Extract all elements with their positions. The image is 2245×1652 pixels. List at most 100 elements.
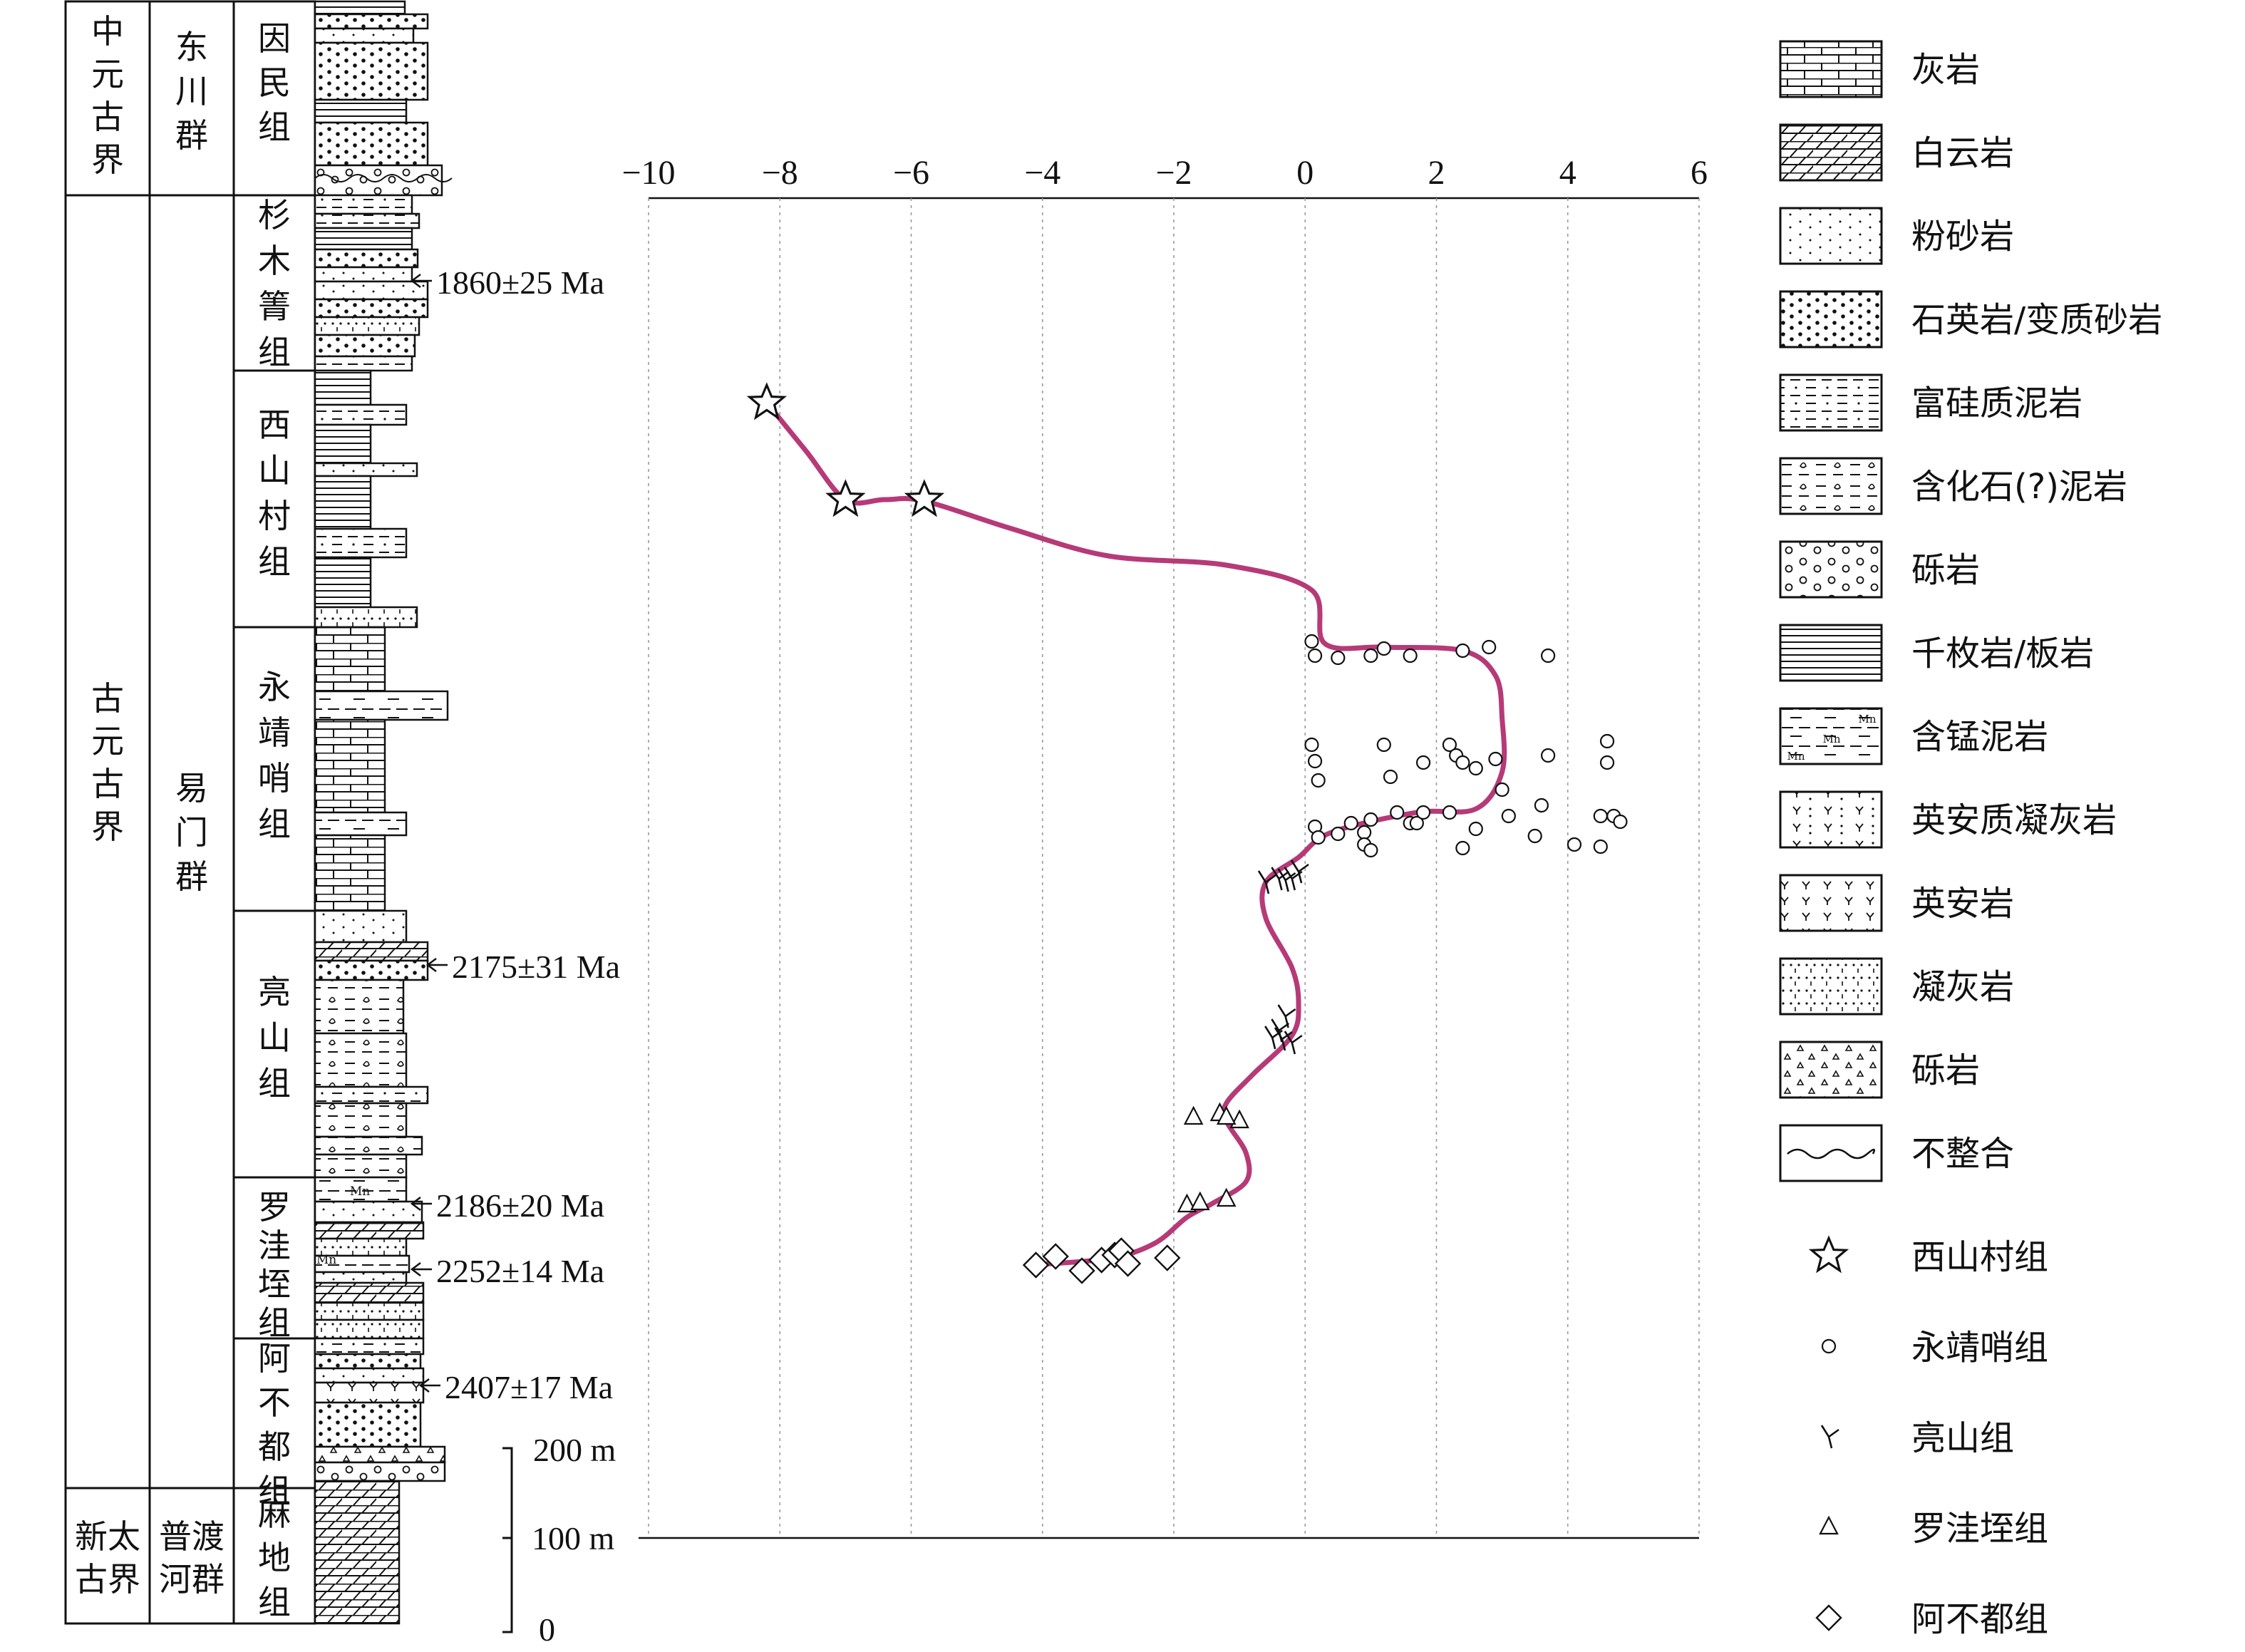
lithology-bed — [314, 626, 386, 693]
formation-name: 组 — [258, 1583, 291, 1621]
data-point-circle — [1593, 839, 1608, 855]
data-point-circle — [1304, 634, 1319, 649]
x-tick-label: −4 — [1024, 154, 1060, 192]
data-point-circle — [1415, 805, 1431, 820]
age-arrow — [410, 274, 432, 288]
legend-label: 英安质凝灰岩 — [1911, 800, 2117, 840]
legend-symbol-item: 亮山组 — [1820, 1418, 2014, 1458]
x-tick-label: −8 — [762, 154, 798, 192]
legend-item: 凝灰岩 — [1779, 957, 2014, 1016]
legend-label: 阿不都组 — [1911, 1599, 2048, 1639]
chemostrat-chart: −10 −8 −6 −4 −2 0 2 4 6 — [621, 154, 1708, 1539]
x-tick-label: 0 — [1296, 154, 1314, 192]
age-arrow — [418, 1378, 440, 1393]
group-name: 普渡 — [159, 1517, 224, 1556]
legend-swatch — [1779, 957, 1883, 1016]
legend-swatch — [1779, 290, 1883, 349]
legend-swatch — [1779, 123, 1883, 182]
data-point-circle — [1541, 748, 1556, 763]
legend-label: 千枚岩/板岩 — [1911, 634, 2094, 673]
data-point-circle — [1482, 639, 1497, 655]
lithology-bed — [314, 1367, 425, 1384]
data-point-circle — [1527, 828, 1542, 844]
data-point-diamond — [1022, 1251, 1050, 1279]
legend-swatch — [1779, 1124, 1883, 1182]
formation-name: 组 — [258, 108, 291, 146]
mn-label: Mn — [1787, 750, 1805, 763]
formation-name: 哨 — [258, 759, 291, 797]
data-point-circle — [1468, 821, 1483, 837]
formation-name: 组 — [258, 542, 291, 581]
formation-name: 靖 — [258, 713, 291, 752]
group-name: 群 — [175, 116, 208, 155]
lithology-bed — [314, 1176, 408, 1203]
formation-name: 组 — [258, 1472, 291, 1510]
data-point-circle — [1304, 737, 1319, 753]
data-point-circle — [1599, 755, 1615, 770]
mn-label: Mn — [1858, 713, 1876, 726]
lithology-bed — [314, 1281, 425, 1304]
era-name: 古 — [91, 765, 124, 803]
data-point-circle — [1442, 737, 1457, 753]
age-label: 2186±20 Ma — [436, 1187, 604, 1224]
mn-label: Mn — [1822, 733, 1840, 745]
legend-label: 英安岩 — [1911, 884, 2014, 924]
group-name: 门 — [175, 813, 208, 852]
legend-swatch — [1779, 874, 1883, 932]
data-point-circle — [1403, 648, 1418, 664]
data-point-triangle — [1183, 1105, 1204, 1125]
group-name: 川 — [175, 72, 208, 110]
lithology-bed — [314, 1032, 408, 1088]
legend-item: 富硅质泥岩 — [1779, 373, 2083, 432]
legend-item: 不整合 — [1779, 1124, 2014, 1182]
data-point-triangle — [1216, 1105, 1237, 1125]
scale-label-0: 0 — [539, 1611, 555, 1648]
data-point-circle — [1455, 755, 1470, 770]
legend-symbol-item: 阿不都组 — [1815, 1599, 2048, 1639]
series-triangle — [1177, 1102, 1249, 1213]
series-diamond — [1022, 1237, 1181, 1284]
data-point-circle — [1442, 805, 1457, 820]
data-point-triangle — [1229, 1109, 1249, 1129]
scale-bar: 200 m 100 m 0 — [502, 1432, 616, 1648]
formation-name: 因 — [258, 19, 291, 58]
formation-name: 罗 — [258, 1188, 291, 1227]
legend-item: 千枚岩/板岩 — [1779, 624, 2094, 682]
group-name: 东 — [175, 28, 208, 66]
legend-label: 西山村组 — [1911, 1237, 2048, 1277]
legend-item: 灰岩 — [1779, 40, 1980, 98]
formation-name: 组 — [258, 1064, 291, 1103]
era-name: 古 — [91, 679, 124, 718]
legend-label: 凝灰岩 — [1911, 967, 2014, 1007]
formation-name: 组 — [258, 1303, 291, 1342]
data-point-circle — [1376, 737, 1391, 753]
lithology-bed — [314, 1200, 423, 1224]
legend-label: 不整合 — [1911, 1134, 2014, 1174]
lithology-bed — [314, 1353, 422, 1370]
legend-label: 亮山组 — [1911, 1418, 2014, 1458]
formation-name: 不 — [258, 1383, 291, 1422]
lithology-bed — [314, 369, 372, 406]
age-label: 2252±14 Ma — [436, 1253, 604, 1289]
data-point-circle — [1468, 760, 1483, 776]
lithology-bed — [314, 13, 429, 30]
data-point-circle — [1307, 753, 1323, 769]
group-name: 群 — [175, 857, 208, 896]
lithology-bed — [314, 227, 413, 251]
mn-label: Mn — [350, 1184, 370, 1199]
lithology-bed — [314, 462, 418, 477]
formation-name: 永 — [258, 668, 291, 706]
formation-name: 村 — [258, 497, 291, 535]
legend-swatch — [1779, 457, 1883, 515]
legend-swatch — [1779, 207, 1883, 265]
formation-name: 杉 — [258, 196, 291, 234]
data-point-tick — [1277, 868, 1296, 892]
lithology-bed — [314, 1085, 429, 1105]
formation-name: 亮 — [258, 973, 291, 1011]
legend-item: 英安质凝灰岩 — [1779, 790, 2117, 849]
formation-name: 都 — [258, 1428, 291, 1466]
legend-swatch — [1779, 624, 1883, 682]
lithology-bed — [314, 1135, 423, 1156]
scale-label-200m: 200 m — [533, 1432, 616, 1468]
